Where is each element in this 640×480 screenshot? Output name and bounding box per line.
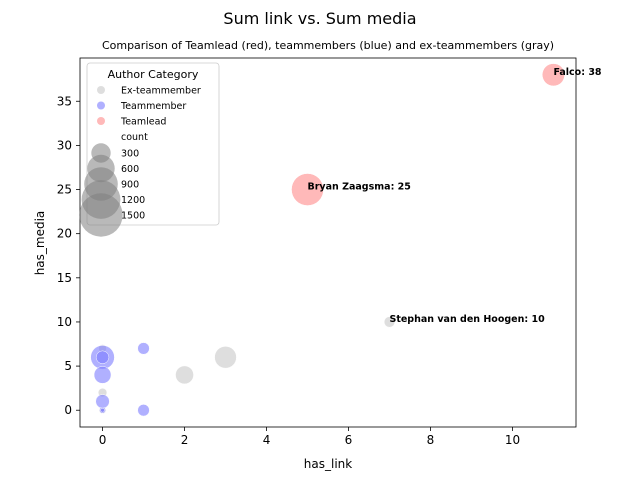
legend-size-label: 600 — [121, 164, 139, 175]
x-tick-label: 4 — [263, 433, 271, 447]
x-tick-label: 8 — [427, 433, 435, 447]
legend-size-entries: 300 600 900 1200 1500 — [79, 143, 145, 237]
y-tick-label: 25 — [57, 183, 72, 197]
data-point-teammember — [100, 407, 105, 413]
y-tick-label: 10 — [57, 315, 72, 329]
legend-box — [86, 62, 220, 226]
legend-hue-label: Teamlead — [120, 117, 166, 128]
legend: Author Category Ex-teammember Teammember T… — [79, 62, 220, 237]
data-point-teammember — [93, 366, 112, 384]
legend-size-label: 1200 — [121, 195, 145, 206]
legend-hue-marker — [97, 101, 105, 110]
point-annotation: Falco: 38 — [553, 67, 601, 78]
data-point-ex-teammember — [175, 365, 194, 385]
data-point-ex-teammember — [383, 316, 396, 328]
x-tick-label: 0 — [99, 433, 107, 447]
x-tick-label: 2 — [181, 433, 189, 447]
data-points — [90, 63, 565, 417]
legend-size-label: 1500 — [121, 211, 145, 222]
y-axis-ticks: 0 5 10 15 20 25 30 35 — [57, 94, 80, 417]
y-tick-label: 30 — [57, 138, 72, 152]
point-annotation: Bryan Zaagsma: 25 — [308, 182, 411, 193]
data-point-ex-teammember — [214, 346, 237, 369]
data-point-teammember — [95, 350, 110, 364]
x-axis-ticks: 0 2 4 6 8 10 — [99, 427, 520, 447]
data-point-teamlead — [291, 173, 324, 206]
legend-size-marker — [79, 193, 123, 237]
data-point-teammember — [137, 342, 150, 355]
legend-hue-label: Ex-teammember — [121, 86, 201, 97]
legend-hue-label: Teammember — [120, 101, 186, 112]
legend-size-label: 900 — [121, 180, 139, 191]
legend-size-label: 300 — [121, 149, 139, 160]
chart-title: Sum link vs. Sum media — [223, 9, 416, 28]
legend-hue-marker — [97, 117, 105, 125]
data-point-teammember — [137, 404, 150, 417]
data-point-teammember — [95, 394, 110, 409]
legend-hue-entries: Ex-teammember Teammember Teamlead — [97, 86, 201, 128]
legend-title: Author Category — [108, 68, 199, 81]
data-point-teamlead — [542, 63, 565, 87]
y-axis-label: has_media — [33, 211, 47, 276]
chart-subtitle: Comparison of Teamlead (red), teammember… — [102, 39, 554, 52]
x-tick-label: 10 — [505, 433, 520, 447]
legend-size-title: count — [121, 132, 148, 143]
y-tick-label: 35 — [57, 94, 72, 108]
legend-hue-marker — [97, 86, 105, 94]
point-annotation: Stephan van den Hoogen: 10 — [389, 314, 545, 325]
plot-frame — [79, 57, 577, 428]
y-tick-label: 5 — [64, 359, 72, 373]
y-tick-label: 15 — [57, 271, 72, 285]
y-tick-label: 0 — [64, 403, 72, 417]
point-annotations: Falco: 38 Bryan Zaagsma: 25 Stephan van de… — [308, 67, 602, 325]
x-tick-label: 6 — [345, 433, 353, 447]
x-axis-label: has_link — [304, 457, 352, 471]
y-tick-label: 20 — [57, 227, 72, 241]
